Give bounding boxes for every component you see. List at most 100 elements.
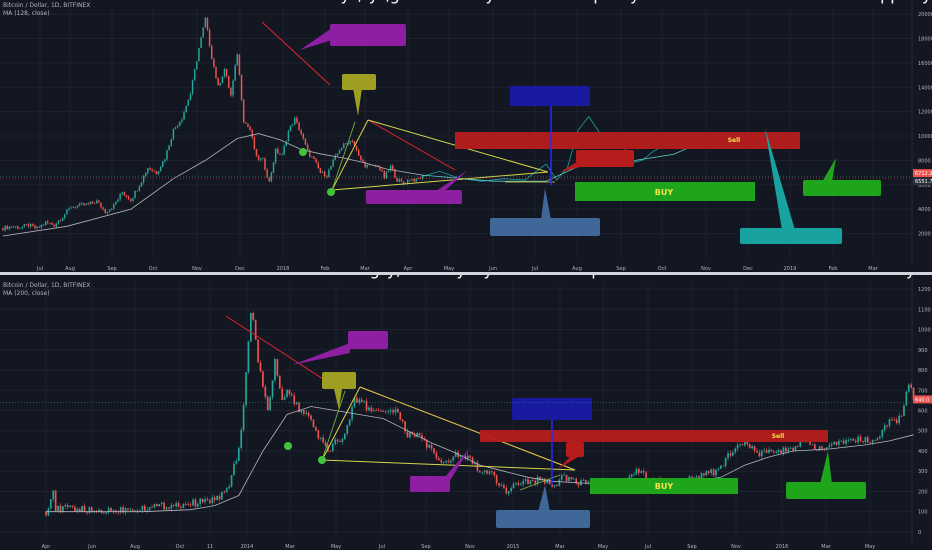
x-tick-label: 11 — [207, 544, 213, 550]
candle-body — [452, 456, 455, 461]
candle-body — [264, 386, 267, 397]
candle-body — [131, 509, 134, 511]
candle-body — [830, 444, 833, 446]
candle-body — [907, 384, 910, 392]
candle-body — [379, 166, 381, 170]
candle-body — [264, 158, 266, 170]
candle-body — [136, 190, 138, 192]
9-box — [512, 398, 592, 420]
candle-body — [370, 407, 373, 412]
candle-body — [64, 214, 66, 219]
y-tick-label: 14000 — [918, 85, 932, 91]
candle-body — [418, 433, 421, 436]
candle-body — [76, 508, 79, 512]
candle-body — [833, 441, 835, 445]
candle-body — [27, 224, 30, 227]
candle-body — [715, 469, 717, 476]
candle-body — [700, 473, 703, 479]
candle-body — [792, 448, 794, 451]
candle-body — [249, 126, 251, 131]
candle-body — [389, 165, 392, 171]
x-tick-label: Mar — [555, 544, 565, 550]
candle-body — [208, 29, 211, 46]
candle-body — [242, 404, 245, 430]
candle-body — [912, 387, 915, 400]
chart-top-panel[interactable]: 2000 4000 6000 8000 10000 12000 14000 16000 1800… — [0, 0, 932, 272]
candle-body — [74, 506, 76, 512]
candle-body — [95, 200, 98, 204]
candle-body — [236, 54, 239, 66]
candle-body — [88, 507, 91, 513]
y-tick-label: 600 — [918, 409, 928, 415]
5-text: Sell — [561, 275, 590, 279]
candle-body — [279, 153, 281, 155]
x-tick-label: Nov — [192, 266, 202, 272]
candle-body — [170, 505, 173, 509]
5-text: Set orders on the 128 day MA — [723, 0, 932, 4]
candle-body — [12, 226, 15, 228]
candle-body — [398, 179, 400, 182]
candle-body — [51, 223, 53, 225]
candle-body — [698, 476, 700, 479]
candle-body — [471, 457, 474, 464]
candle-body — [760, 450, 763, 457]
candle-body — [384, 411, 387, 413]
candle-body — [336, 153, 339, 156]
candle-body — [172, 128, 175, 140]
candle-body — [213, 497, 216, 501]
candle-body — [153, 504, 156, 508]
candle-body — [346, 425, 349, 434]
candle-body — [252, 312, 255, 321]
candle-body — [98, 509, 100, 512]
candle-body — [223, 492, 226, 493]
candle-body — [394, 409, 397, 413]
7-box — [330, 24, 406, 46]
candle-body — [409, 179, 411, 181]
x-tick-label: Sep — [421, 544, 430, 550]
candle-body — [368, 407, 370, 411]
x-tick-label: Dec — [235, 266, 245, 272]
candle-body — [107, 508, 110, 513]
candle-body — [166, 150, 168, 160]
candle-body — [862, 441, 864, 443]
price-tag-box — [913, 169, 932, 178]
candle-body — [191, 80, 194, 94]
candle-body — [387, 411, 390, 413]
candle-body — [242, 99, 245, 123]
5-text: Failed flag — [298, 275, 380, 279]
chart-bottom-panel[interactable]: 0 100 200 300 400 500 600 700 800 900 1000 1100 1200… — [0, 275, 932, 550]
x-tick-label: Mar — [285, 544, 295, 550]
candle-body — [440, 460, 443, 463]
sell-label: Sell — [772, 433, 785, 440]
candle-body — [847, 439, 850, 441]
candle-body — [29, 223, 32, 227]
candle-body — [209, 500, 211, 504]
candle-body — [349, 140, 351, 145]
candle-body — [127, 196, 130, 200]
x-tick-label: Jun — [87, 544, 96, 550]
candle-body — [83, 203, 85, 206]
trendline-yellow-2 — [331, 171, 549, 191]
x-tick-label: Mar — [821, 544, 831, 550]
candle-body — [255, 149, 258, 156]
x-tick-label: Dec — [743, 266, 753, 272]
candle-body — [228, 76, 230, 88]
candle-body — [780, 449, 782, 454]
candle-body — [871, 440, 874, 443]
candle-body — [45, 511, 47, 516]
y-tick-label: 4000 — [918, 207, 931, 213]
y-tick-label: 1200 — [918, 287, 931, 293]
candle-body — [119, 193, 121, 200]
candle-body — [413, 179, 415, 182]
faster-pointer — [300, 28, 332, 50]
y-tick-label: 10000 — [918, 134, 932, 140]
y-tick-label: 700 — [918, 388, 928, 394]
candle-body — [705, 471, 708, 476]
candle-body — [259, 158, 262, 160]
candle-body — [753, 446, 756, 451]
candle-body — [10, 226, 13, 228]
candle-body — [399, 412, 402, 420]
candle-body — [712, 469, 715, 476]
candle-body — [108, 209, 111, 212]
price-tag-label: 6712.2 — [915, 171, 932, 177]
